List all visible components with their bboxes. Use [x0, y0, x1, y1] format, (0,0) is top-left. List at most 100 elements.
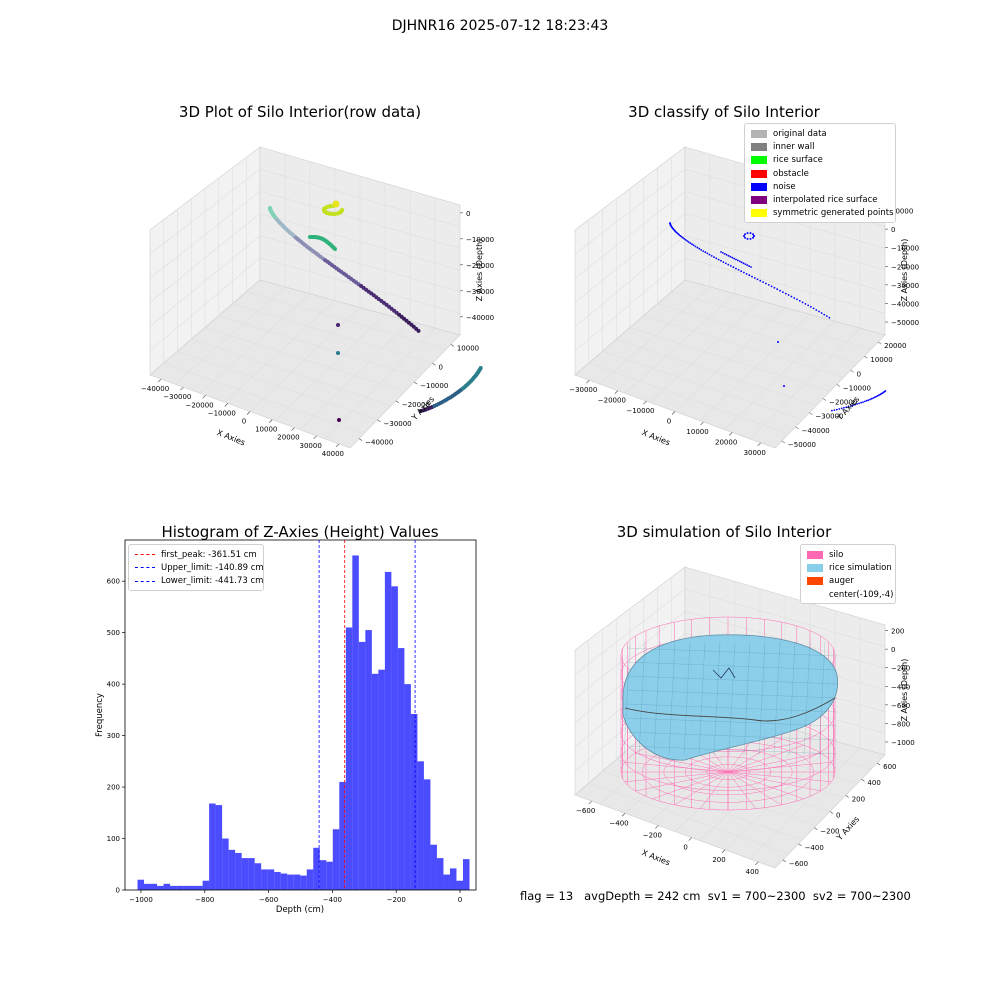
classify-gridline: [643, 315, 844, 378]
simulation-legend-label: rice simulation: [829, 562, 892, 573]
classify-point: [762, 281, 764, 283]
raw-z-tick-label: 0: [466, 210, 470, 218]
histogram-bar: [215, 805, 223, 890]
classify-point: [833, 409, 836, 411]
classify-plot-title: 3D classify of Silo Interior: [628, 103, 820, 121]
classify-point: [773, 286, 776, 289]
raw-x-tick: [246, 411, 251, 415]
classify-x-tick: [757, 442, 761, 446]
simulation-gridline: [749, 747, 861, 860]
rice-surface-ridge: [624, 697, 836, 722]
raw-point: [333, 247, 337, 251]
classify-gridline: [684, 235, 886, 292]
classify-point: [706, 252, 709, 255]
classify-point: [804, 303, 807, 305]
simulation-x-axis-label: X Axies: [641, 848, 672, 867]
classify-point: [708, 253, 711, 256]
histogram-bar: [391, 586, 398, 890]
classify-point: [720, 259, 722, 262]
classify-point: [796, 298, 798, 301]
histogram-y-tick-label: 100: [107, 835, 120, 843]
histogram-bar: [144, 883, 151, 890]
classify-legend-label: symmetric generated points: [773, 208, 894, 219]
classify-point: [793, 297, 796, 299]
rice-surface-mesh: [626, 703, 838, 713]
classify-legend-label: original data: [773, 128, 827, 139]
raw-x-tick-label: −30000: [163, 393, 191, 401]
raw-z-tick-label: −20000: [466, 262, 494, 270]
classify-z-tick-label: −20000: [891, 263, 919, 271]
rice-surface-mesh: [623, 641, 631, 756]
classify-point: [828, 316, 831, 319]
histogram-x-tick-label: −1000: [129, 896, 153, 904]
classify-point: [717, 258, 720, 261]
histogram-axes-frame: [124, 539, 477, 891]
raw-x-tick: [180, 386, 184, 391]
histogram-bar: [417, 761, 424, 890]
raw-floor-pane: [149, 279, 461, 449]
silo-floor-spoke: [700, 771, 729, 809]
histogram-bar: [326, 861, 333, 890]
histogram-legend-line: [135, 567, 155, 569]
histogram-bar: [339, 781, 346, 890]
classify-3d-plot: −30000−20000−100000100002000030000200001…: [569, 146, 919, 457]
raw-y-tick-label: −20000: [402, 401, 430, 409]
classify-point: [856, 403, 858, 405]
simulation-x-tick: [588, 800, 592, 805]
histogram-bar: [449, 868, 457, 890]
silo-floor-ring: [663, 748, 793, 796]
histogram-y-tick-label: 400: [107, 681, 120, 689]
silo-floor-spoke: [727, 761, 832, 773]
classify-z-tick-label: −50000: [891, 319, 919, 327]
classify-x-tick: [671, 411, 676, 415]
classify-gridline: [684, 213, 886, 271]
simulation-y-tick-label: 200: [852, 795, 865, 803]
classify-point: [884, 390, 887, 392]
raw-x-tick-label: −40000: [141, 385, 169, 393]
classify-gridline: [684, 257, 886, 314]
histogram-bar: [267, 869, 275, 890]
simulation-legend-label: silo: [829, 549, 844, 560]
histogram-bar: [157, 885, 164, 890]
rice-surface-mesh: [713, 641, 721, 756]
classify-legend-label: noise: [773, 181, 796, 192]
classify-point: [725, 253, 728, 256]
classify-point: [750, 266, 752, 268]
classify-point: [715, 257, 718, 260]
histogram-title: Histogram of Z-Axies (Height) Values: [161, 523, 439, 541]
classify-point: [752, 236, 754, 239]
histogram-legend-line: [135, 580, 155, 582]
classify-point: [737, 269, 740, 271]
classify-z-axis-label: Z Axies (Depth): [900, 239, 909, 302]
simulation-y-tick: [829, 811, 834, 814]
classify-point: [691, 243, 693, 246]
classify-legend-swatch: [751, 156, 767, 165]
histogram-y-tick-label: 200: [107, 784, 120, 792]
classify-point: [686, 240, 689, 242]
raw-plot-title: 3D Plot of Silo Interior(row data): [178, 103, 422, 121]
classify-legend-item: obstacle: [751, 167, 889, 180]
classify-point: [858, 402, 860, 405]
classify-gridline: [749, 327, 861, 440]
raw-gridline: [259, 235, 461, 292]
raw-y-tick: [450, 344, 454, 347]
classify-point: [727, 263, 730, 266]
classify-legend-label: obstacle: [773, 168, 809, 179]
histogram-y-tick-label: 500: [107, 629, 120, 637]
histogram-bar: [274, 871, 281, 890]
classify-point: [684, 239, 687, 241]
classify-x-tick: [700, 421, 704, 426]
histogram-legend-item: first_peak: -361.51 cm: [135, 548, 257, 561]
histogram-y-tick-label: 600: [107, 578, 120, 586]
histogram-bar: [293, 874, 301, 890]
histogram-bar: [261, 869, 268, 890]
classify-point: [680, 235, 683, 238]
classify-y-tick-label: −30000: [815, 413, 843, 421]
silo-floor-spoke: [727, 771, 756, 809]
classify-y-tick: [781, 440, 786, 444]
raw-y-tick-label: −40000: [365, 439, 393, 447]
classify-legend-item: original data: [751, 127, 889, 140]
classify-point: [735, 258, 737, 261]
simulation-y-tick: [814, 827, 818, 830]
classify-point: [748, 274, 751, 277]
